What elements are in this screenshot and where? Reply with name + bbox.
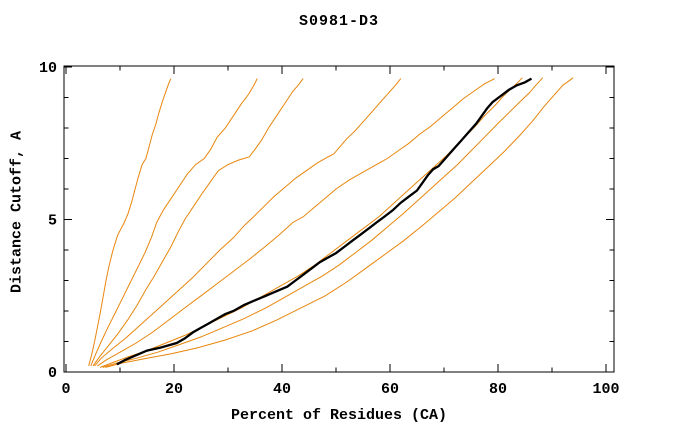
x-tick-label: 60 (381, 381, 399, 398)
x-tick-label: 20 (165, 381, 183, 398)
y-tick-label: 5 (48, 213, 57, 230)
x-tick-label: 40 (273, 381, 291, 398)
chart-title: S0981-D3 (298, 13, 379, 30)
plot-frame (63, 65, 615, 373)
curve-highlight-line (116, 77, 533, 366)
curve-1-line (88, 78, 172, 367)
x-tick-label: 0 (61, 381, 70, 398)
x-tick-label: 100 (592, 381, 619, 398)
y-tick-label: 10 (39, 60, 57, 77)
x-tick-label: 80 (489, 381, 507, 398)
x-axis-title: Percent of Residues (CA) (230, 407, 448, 424)
y-tick-label: 0 (48, 365, 57, 382)
curve-3-line (92, 78, 304, 367)
curve-2-line (90, 78, 258, 367)
curve-7-line (102, 77, 544, 368)
curve-6-line (99, 77, 523, 368)
curve-8-line (105, 77, 574, 368)
curve-4-line (94, 78, 402, 367)
curve-5-line (97, 78, 496, 367)
